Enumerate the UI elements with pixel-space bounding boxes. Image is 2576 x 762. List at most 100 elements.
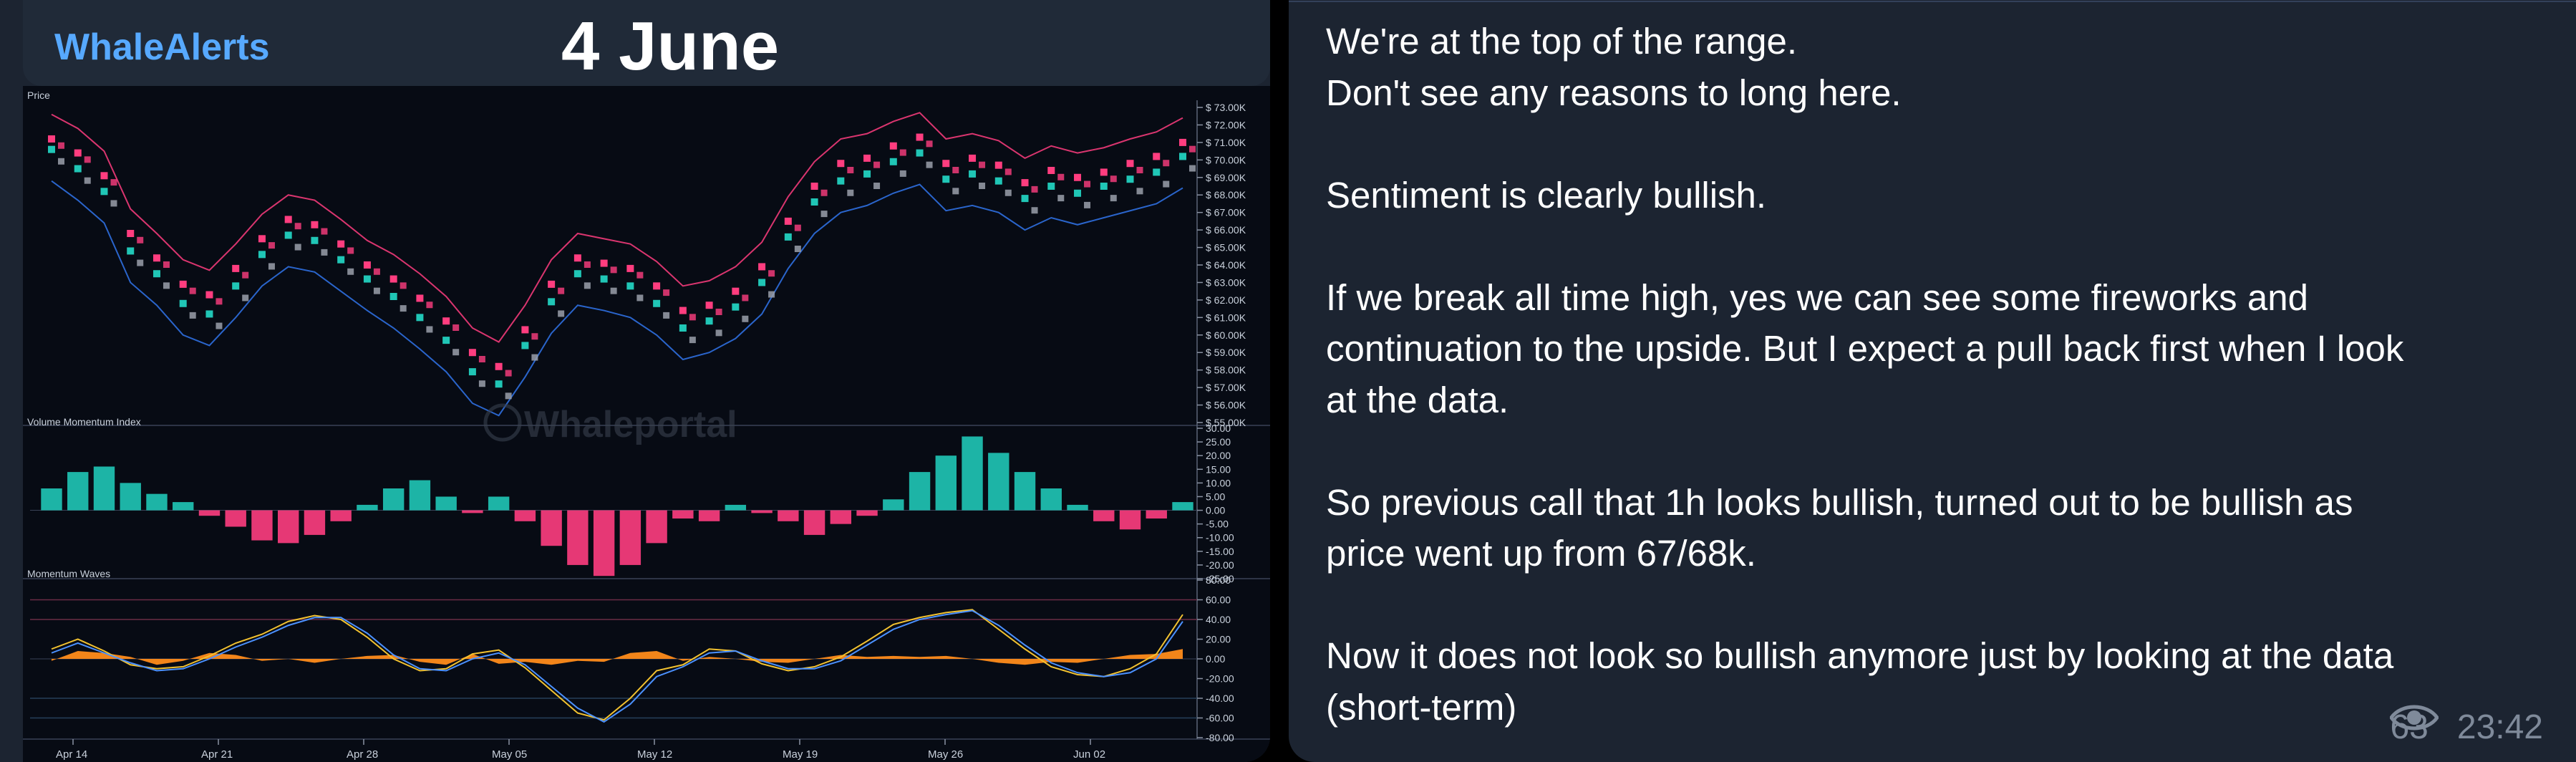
price-point-neutral xyxy=(321,249,328,256)
message-line: If we break all time high, yes we can se… xyxy=(1326,276,2308,318)
price-point-bear xyxy=(127,230,135,237)
vmi-bar xyxy=(725,504,747,511)
price-point-neutral xyxy=(1136,188,1143,195)
y-tick-label: 0.00 xyxy=(1206,505,1225,516)
price-point-bear xyxy=(110,179,117,186)
y-tick-label: $ 63.00K xyxy=(1206,276,1246,288)
price-point-neutral xyxy=(610,287,617,294)
price-point-bull xyxy=(1047,183,1055,190)
y-tick-label: -80.00 xyxy=(1206,732,1234,743)
price-point-bear xyxy=(152,254,160,262)
vmi-bar xyxy=(646,510,667,544)
vmi-bar xyxy=(567,510,589,565)
price-point-bear xyxy=(610,266,617,274)
vmi-bar xyxy=(435,496,457,511)
price-point-neutral xyxy=(979,183,986,189)
price-point-bear xyxy=(873,161,881,168)
price-point-neutral xyxy=(926,161,933,168)
price-point-bull xyxy=(863,170,871,178)
message-line: Sentiment is clearly bullish. xyxy=(1326,174,1767,216)
price-point-neutral xyxy=(663,312,670,319)
price-point-bull xyxy=(705,317,713,325)
vmi-bar xyxy=(1040,488,1062,511)
price-point-bull xyxy=(416,314,424,322)
vmi-bar xyxy=(120,483,141,511)
message-time: 23:42 xyxy=(2456,708,2543,746)
price-point-neutral xyxy=(505,392,512,400)
photo-message[interactable]: WhaleAlerts 4 June Price Volume Momentum … xyxy=(0,0,1270,762)
price-point-bull xyxy=(784,233,792,241)
y-tick-label: $ 59.00K xyxy=(1206,347,1246,358)
vmi-bar xyxy=(672,510,694,519)
y-tick-label: 0.00 xyxy=(1206,653,1225,665)
price-point-bull xyxy=(1021,195,1029,203)
x-tick-label: Apr 21 xyxy=(201,748,233,761)
price-point-neutral xyxy=(952,188,959,195)
y-tick-label: $ 70.00K xyxy=(1206,154,1246,165)
upper-band-line xyxy=(51,112,1183,343)
y-tick-label: 25.00 xyxy=(1206,436,1231,448)
y-tick-label: -20.00 xyxy=(1206,673,1234,685)
price-point-bull xyxy=(573,270,581,278)
y-tick-label: $ 64.00K xyxy=(1206,259,1246,271)
price-point-bear xyxy=(942,160,950,168)
price-point-neutral xyxy=(216,322,223,329)
message-line: So previous call that 1h looks bullish, … xyxy=(1326,481,2353,523)
price-point-bear xyxy=(531,333,538,340)
watermark-logo xyxy=(483,403,522,442)
y-tick-label: 5.00 xyxy=(1206,491,1225,502)
price-point-bear xyxy=(468,349,476,357)
vmi-bar xyxy=(988,453,1009,511)
wave-histogram-area xyxy=(52,649,1183,665)
y-tick-label: $ 56.00K xyxy=(1206,400,1246,411)
price-point-neutral xyxy=(1004,189,1012,196)
price-point-bear xyxy=(558,287,565,294)
price-point-bull xyxy=(1153,168,1161,176)
price-point-bear xyxy=(1074,173,1082,181)
price-point-neutral xyxy=(899,170,906,177)
vmi-bar xyxy=(251,510,273,541)
price-point-bear xyxy=(994,161,1002,169)
chart-image[interactable]: Price Volume Momentum Index Momentum Waves… xyxy=(23,86,1270,762)
x-tick-label: Apr 14 xyxy=(56,748,87,761)
y-tick-label: -10.00 xyxy=(1206,532,1234,544)
price-point-neutral xyxy=(636,294,644,302)
price-point-neutral xyxy=(347,268,354,275)
vmi-bar xyxy=(1093,510,1115,521)
text-message[interactable]: We're at the top of the range. Don't see … xyxy=(1289,0,2576,762)
price-point-neutral xyxy=(715,329,722,337)
price-point-bear xyxy=(1100,168,1108,176)
price-point-neutral xyxy=(1084,201,1091,208)
price-point-bull xyxy=(889,158,897,165)
price-point-neutral xyxy=(873,183,881,189)
price-point-bull xyxy=(363,275,371,283)
price-point-bear xyxy=(758,263,766,271)
price-point-bull xyxy=(232,282,240,290)
price-point-bear xyxy=(979,161,986,168)
price-point-bear xyxy=(794,224,801,231)
price-point-bear xyxy=(584,261,591,268)
price-point-bear xyxy=(478,356,485,362)
price-point-bear xyxy=(636,271,644,279)
price-point-bear xyxy=(1021,179,1029,187)
price-point-bear xyxy=(1136,167,1143,173)
y-tick-label: $ 66.00K xyxy=(1206,224,1246,236)
price-point-neutral xyxy=(84,177,91,184)
vmi-bar xyxy=(909,472,931,511)
price-point-bear xyxy=(1084,180,1091,188)
vmi-bar xyxy=(778,510,799,521)
vmi-bar xyxy=(67,472,89,511)
price-point-bear xyxy=(548,280,556,288)
price-point-neutral xyxy=(137,259,144,266)
price-point-neutral xyxy=(242,294,249,302)
price-point-bull xyxy=(758,279,766,286)
vmi-bar xyxy=(1014,472,1036,511)
price-point-bear xyxy=(400,282,407,289)
price-point-bear xyxy=(137,236,144,243)
price-point-bear xyxy=(847,167,854,173)
price-point-bull xyxy=(284,231,292,239)
brand-label: WhaleAlerts xyxy=(54,26,270,68)
vmi-bar xyxy=(1172,502,1193,511)
price-point-bull xyxy=(311,236,319,244)
message-meta: 63 23:42 xyxy=(2390,702,2543,752)
